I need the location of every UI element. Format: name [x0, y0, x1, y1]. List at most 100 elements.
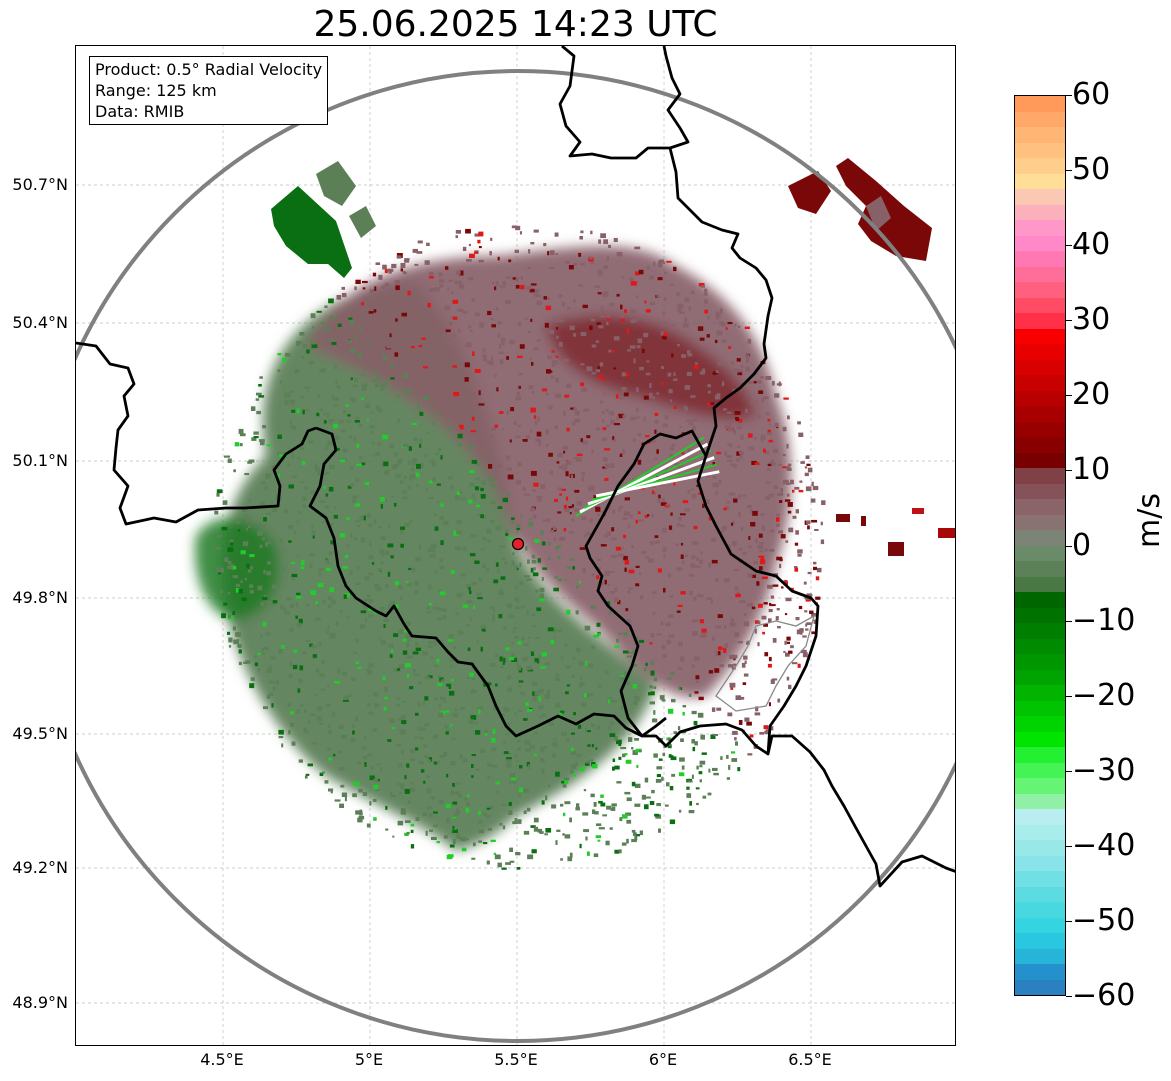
echo-speckle: [346, 616, 350, 619]
echo-speckle: [673, 731, 678, 734]
echo-speckle: [339, 533, 346, 538]
echo-speckle: [481, 480, 487, 485]
echo-speckle: [800, 649, 807, 654]
echo-speckle: [790, 645, 794, 649]
echo-speckle: [576, 803, 580, 808]
echo-speckle: [703, 293, 708, 296]
echo-speckle: [611, 350, 615, 353]
echo-speckle: [320, 688, 325, 691]
echo-speckle: [307, 763, 313, 767]
radar-map-panel[interactable]: [75, 45, 956, 1046]
echo-speckle: [260, 524, 266, 529]
echo-speckle: [333, 514, 338, 519]
echo-speckle: [517, 739, 521, 743]
echo-speckle: [660, 331, 664, 336]
echo-speckle: [623, 631, 628, 636]
echo-speckle: [666, 677, 673, 680]
echo-speckle: [488, 360, 494, 366]
echo-speckle: [601, 437, 608, 441]
echo-speckle: [742, 682, 747, 685]
echo-speckle: [600, 544, 607, 547]
echo-speckle: [489, 251, 492, 256]
echo-speckle: [673, 266, 677, 272]
echo-speckle: [549, 470, 553, 475]
echo-speckle: [605, 409, 609, 412]
echo-speckle: [517, 685, 522, 688]
colorbar-segment: [1015, 871, 1065, 887]
echo-speckle: [385, 805, 388, 810]
echo-speckle: [758, 533, 763, 538]
echo-speckle: [352, 384, 358, 388]
echo-speckle: [668, 389, 673, 394]
echo-speckle: [505, 862, 511, 865]
echo-speckle: [449, 656, 455, 662]
echo-speckle: [740, 526, 744, 532]
echo-speckle: [532, 696, 537, 702]
echo-speckle: [324, 471, 330, 475]
echo-speckle: [559, 712, 562, 717]
radar-site-marker[interactable]: [511, 537, 525, 551]
echo-speckle: [716, 393, 721, 396]
echo-speckle: [537, 558, 541, 563]
echo-speckle: [521, 657, 528, 661]
echo-speckle: [380, 561, 384, 565]
echo-speckle: [477, 706, 484, 710]
echo-speckle: [748, 381, 752, 384]
echo-speckle: [795, 617, 800, 621]
echo-speckle: [221, 613, 226, 619]
echo-speckle: [608, 611, 612, 616]
echo-speckle: [715, 311, 719, 315]
echo-speckle: [773, 449, 778, 454]
echo-speckle: [551, 363, 556, 367]
echo-speckle: [668, 525, 673, 530]
echo-speckle: [277, 353, 282, 356]
echo-speckle: [439, 283, 444, 288]
echo-speckle: [763, 448, 766, 453]
echo-speckle: [618, 849, 622, 854]
echo-speckle: [439, 591, 446, 596]
echo-speckle: [631, 829, 636, 833]
echo-speckle: [515, 852, 521, 856]
echo-speckle: [787, 415, 790, 420]
echo-speckle: [653, 677, 658, 682]
echo-speckle: [554, 232, 559, 237]
echo-speckle: [807, 525, 810, 530]
echo-speckle: [489, 484, 494, 487]
echo-speckle: [289, 425, 295, 428]
echo-speckle: [689, 591, 693, 596]
echo-speckle: [625, 759, 632, 764]
echo-speckle: [604, 670, 609, 675]
echo-speckle: [538, 655, 541, 659]
echo-speckle: [799, 480, 803, 483]
echo-speckle: [312, 535, 315, 539]
colorbar-segment: [1015, 406, 1065, 422]
echo-speckle: [551, 741, 558, 747]
echo-speckle: [499, 359, 504, 363]
echo-speckle: [748, 536, 751, 540]
echo-speckle: [513, 626, 518, 629]
echo-speckle: [547, 784, 551, 788]
echo-speckle: [548, 370, 553, 373]
echo-speckle: [678, 466, 684, 470]
echo-speckle: [451, 291, 454, 294]
echo-speckle: [662, 311, 665, 315]
echo-speckle: [360, 373, 366, 376]
colorbar-segment: [1015, 979, 1065, 995]
echo-speckle: [619, 506, 624, 509]
echo-speckle: [541, 652, 548, 657]
echo-speckle: [702, 795, 707, 799]
echo-speckle: [478, 577, 482, 582]
echo-speckle: [650, 437, 656, 443]
echo-speckle: [450, 724, 453, 727]
data-source-label: Data: RMIB: [95, 102, 185, 121]
echo-speckle: [730, 463, 735, 467]
echo-speckle: [253, 436, 259, 439]
echo-speckle: [464, 798, 468, 801]
echo-speckle: [257, 668, 261, 672]
echo-speckle: [606, 318, 610, 322]
echo-speckle: [591, 573, 595, 577]
echo-speckle: [260, 440, 265, 446]
echo-speckle: [227, 547, 234, 552]
echo-speckle: [411, 781, 414, 785]
echo-speckle: [497, 321, 502, 325]
